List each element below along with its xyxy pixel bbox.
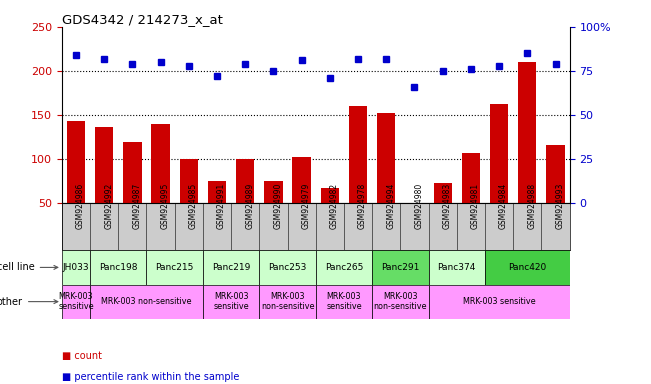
Text: GSM924981: GSM924981 [471,183,480,229]
Text: GSM924987: GSM924987 [132,183,141,229]
Bar [264,181,283,204]
Text: Panc374: Panc374 [437,263,476,272]
Bar [203,250,259,285]
Text: Panc215: Panc215 [156,263,194,272]
Text: GDS4342 / 214273_x_at: GDS4342 / 214273_x_at [62,13,223,26]
Text: GSM924992: GSM924992 [104,183,113,229]
Text: MRK-003
non-sensitive: MRK-003 non-sensitive [374,292,427,311]
Bar [377,113,395,204]
Bar [428,285,570,319]
Text: JH033: JH033 [62,263,89,272]
Bar [321,187,339,204]
Text: Panc253: Panc253 [268,263,307,272]
Bar [485,250,570,285]
Bar [146,250,203,285]
Bar [95,127,113,204]
Bar [546,145,564,204]
Text: GSM924986: GSM924986 [76,183,85,229]
Text: GSM924995: GSM924995 [161,182,169,229]
Text: GSM924978: GSM924978 [358,183,367,229]
Text: MRK-003 non-sensitive: MRK-003 non-sensitive [101,297,192,306]
Bar [349,106,367,204]
Bar [490,104,508,204]
Text: ■ count: ■ count [62,351,102,361]
Text: GSM924983: GSM924983 [443,183,452,229]
Text: ■ percentile rank within the sample: ■ percentile rank within the sample [62,372,239,382]
Bar [372,250,428,285]
Text: MRK-003
sensitive: MRK-003 sensitive [58,292,94,311]
Text: Panc198: Panc198 [99,263,137,272]
Bar [180,159,198,204]
Text: GSM924990: GSM924990 [273,182,283,229]
Bar [434,183,452,204]
Text: GSM924988: GSM924988 [527,183,536,229]
Bar [203,285,259,319]
Bar [62,250,90,285]
Bar [67,121,85,204]
Bar [152,124,170,204]
Text: GSM924991: GSM924991 [217,183,226,229]
Text: MRK-003 sensitive: MRK-003 sensitive [463,297,535,306]
Text: GSM924980: GSM924980 [415,183,423,229]
Text: Panc420: Panc420 [508,263,546,272]
Text: other: other [0,296,58,306]
Text: MRK-003
sensitive: MRK-003 sensitive [214,292,249,311]
Bar [90,285,203,319]
Text: MRK-003
sensitive: MRK-003 sensitive [326,292,362,311]
Bar [462,153,480,204]
Text: GSM924994: GSM924994 [386,182,395,229]
Bar [259,250,316,285]
Bar [259,285,316,319]
Bar [518,62,536,204]
Bar [62,285,90,319]
Text: GSM924989: GSM924989 [245,183,254,229]
Text: Panc265: Panc265 [325,263,363,272]
Text: GSM924979: GSM924979 [301,182,311,229]
Text: GSM924984: GSM924984 [499,183,508,229]
Text: GSM924982: GSM924982 [330,183,339,229]
Bar [316,250,372,285]
Text: cell line: cell line [0,262,58,272]
Bar [208,181,226,204]
Bar [428,250,485,285]
Bar [90,250,146,285]
Text: Panc219: Panc219 [212,263,250,272]
Bar [292,157,311,204]
Bar [236,159,255,204]
Text: Panc291: Panc291 [381,263,419,272]
Text: GSM924993: GSM924993 [555,182,564,229]
Text: MRK-003
non-sensitive: MRK-003 non-sensitive [261,292,314,311]
Text: GSM924985: GSM924985 [189,183,198,229]
Bar [123,142,141,204]
Bar [372,285,428,319]
Bar [316,285,372,319]
